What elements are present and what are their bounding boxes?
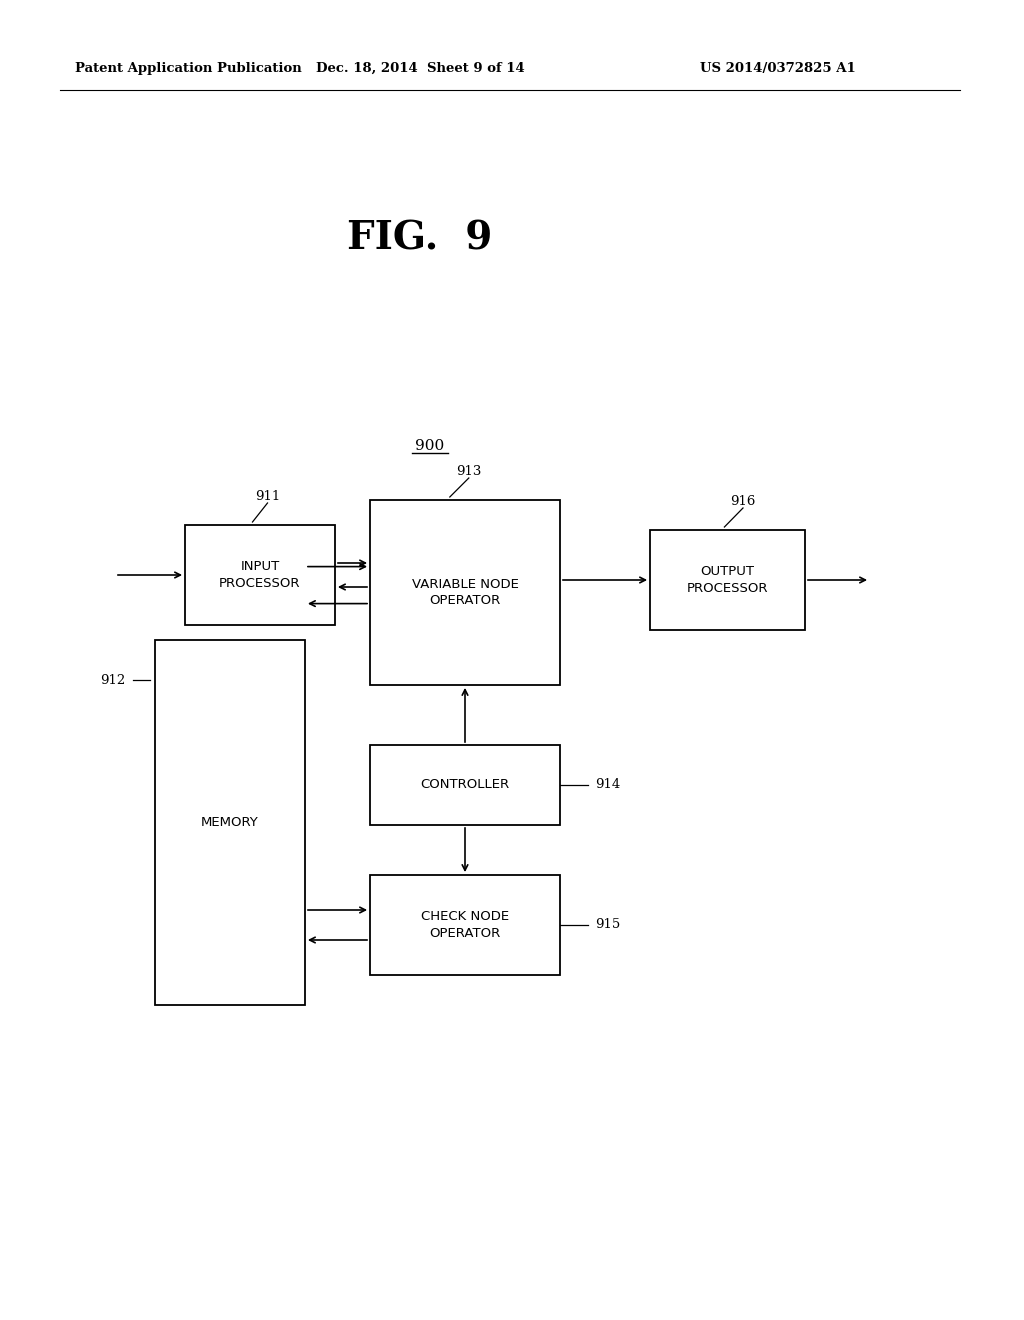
Bar — [370, 875, 560, 975]
Text: FIG.  9: FIG. 9 — [347, 220, 493, 257]
Text: 911: 911 — [255, 490, 281, 503]
Bar — [185, 525, 335, 624]
Text: CONTROLLER: CONTROLLER — [421, 779, 510, 792]
Text: 914: 914 — [595, 779, 621, 792]
Text: CHECK NODE
OPERATOR: CHECK NODE OPERATOR — [421, 909, 509, 940]
Text: 900: 900 — [416, 440, 444, 453]
Bar — [370, 500, 560, 685]
Text: 915: 915 — [595, 919, 621, 932]
Text: 916: 916 — [730, 495, 756, 508]
Text: MEMORY: MEMORY — [201, 816, 259, 829]
Bar — [155, 640, 305, 1005]
Text: US 2014/0372825 A1: US 2014/0372825 A1 — [700, 62, 856, 75]
Text: 913: 913 — [456, 465, 481, 478]
Text: Dec. 18, 2014  Sheet 9 of 14: Dec. 18, 2014 Sheet 9 of 14 — [315, 62, 524, 75]
Text: VARIABLE NODE
OPERATOR: VARIABLE NODE OPERATOR — [412, 578, 518, 607]
Text: INPUT
PROCESSOR: INPUT PROCESSOR — [219, 560, 301, 590]
Bar — [370, 744, 560, 825]
Text: Patent Application Publication: Patent Application Publication — [75, 62, 302, 75]
Bar — [650, 531, 805, 630]
Text: 912: 912 — [99, 673, 125, 686]
Text: OUTPUT
PROCESSOR: OUTPUT PROCESSOR — [687, 565, 768, 595]
